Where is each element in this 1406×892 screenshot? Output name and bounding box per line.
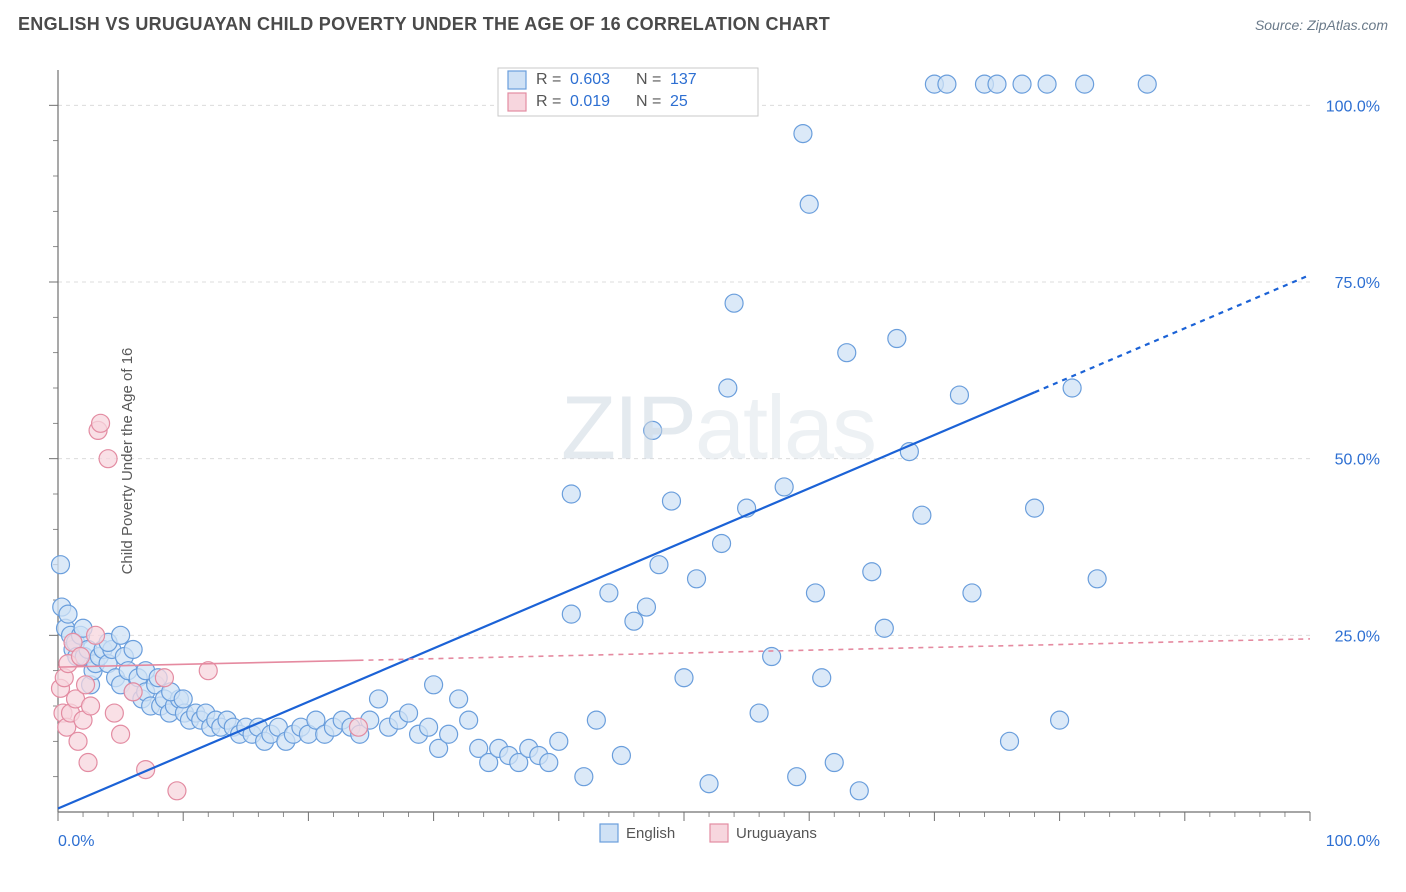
y-tick-label: 50.0%	[1335, 452, 1380, 469]
svg-text:R =: R =	[536, 71, 561, 88]
svg-text:N =: N =	[636, 93, 661, 110]
series-english	[52, 75, 1157, 800]
x-tick-label-left: 0.0%	[58, 833, 94, 850]
y-tick-label: 75.0%	[1335, 275, 1380, 292]
x-tick-label-right: 100.0%	[1326, 833, 1380, 850]
legend-label: Uruguayans	[736, 825, 817, 842]
svg-text:137: 137	[670, 71, 697, 88]
svg-text:R =: R =	[536, 93, 561, 110]
legend-stats: R = 0.603 N = 137 R = 0.019 N = 25	[498, 68, 758, 116]
y-tick-label: 25.0%	[1335, 628, 1380, 645]
legend-series: English Uruguayans	[600, 824, 817, 842]
svg-text:0.603: 0.603	[570, 71, 610, 88]
scatter-chart: 25.0% 50.0% 75.0% 100.0% 0.0% 100.0% R = 0.603 N…	[48, 56, 1388, 866]
page-title: ENGLISH VS URUGUAYAN CHILD POVERTY UNDER…	[18, 14, 830, 35]
chart-container: Child Poverty Under the Age of 16 ZIPatl…	[48, 56, 1388, 866]
y-axis-label: Child Poverty Under the Age of 16	[119, 348, 136, 575]
legend-label: English	[626, 825, 675, 842]
source-label: Source: ZipAtlas.com	[1255, 17, 1388, 33]
y-tick-label: 100.0%	[1326, 98, 1380, 115]
svg-text:25: 25	[670, 93, 688, 110]
svg-text:N =: N =	[636, 71, 661, 88]
svg-text:0.019: 0.019	[570, 93, 610, 110]
